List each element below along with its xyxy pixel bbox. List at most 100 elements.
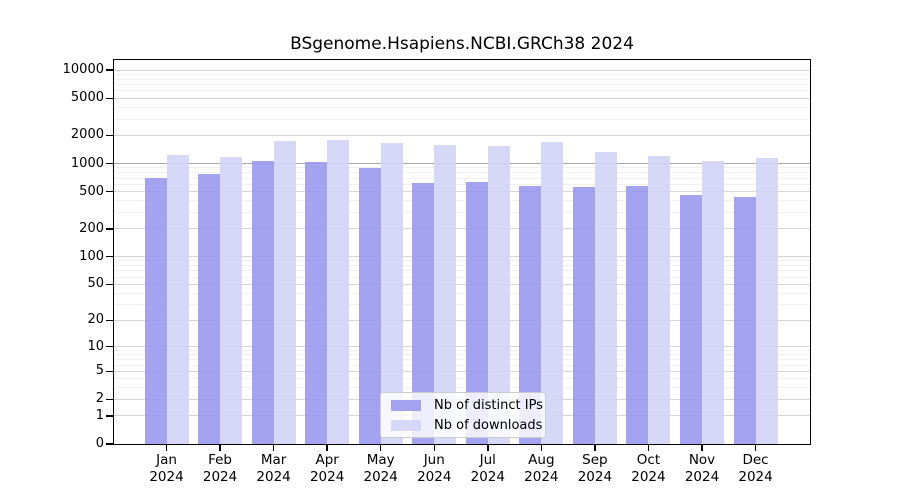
y-tick-label: 2000 [70, 127, 104, 143]
bar-distinct-ips [144, 178, 167, 444]
bar-distinct-ips [412, 182, 435, 444]
y-tick-mark [106, 345, 113, 348]
x-tick-mark [647, 445, 650, 451]
x-label-month: Feb [208, 452, 232, 468]
gridline [114, 228, 811, 230]
y-tick-mark [106, 162, 113, 165]
y-tick-mark [106, 415, 113, 417]
bar-downloads [434, 145, 457, 444]
gridline [114, 118, 811, 120]
y-tick-label: 100 [79, 248, 104, 264]
x-tick-label: May 2024 [349, 452, 413, 486]
gridline [114, 283, 811, 285]
gridline [114, 260, 811, 262]
bar-downloads [702, 160, 724, 444]
y-tick-label: 20 [87, 312, 104, 328]
x-label-year: 2024 [256, 469, 291, 485]
bar-distinct-ips [465, 181, 488, 444]
legend: Nb of distinct IPs Nb of downloads [380, 392, 546, 438]
gridline [114, 211, 811, 213]
y-tick-label: 10000 [62, 62, 104, 78]
gridline [114, 256, 811, 258]
y-tick-label: 1 [95, 407, 104, 423]
x-tick-mark [165, 445, 168, 451]
gridline [114, 387, 811, 389]
x-label-month: Dec [742, 452, 769, 468]
bar-downloads [380, 143, 403, 444]
x-label-year: 2024 [363, 469, 398, 485]
x-label-month: Jan [156, 452, 177, 468]
gridline [114, 354, 811, 356]
gridline [114, 78, 811, 80]
x-label-year: 2024 [631, 469, 666, 485]
gridline [114, 73, 811, 75]
bar-distinct-ips [519, 186, 542, 444]
gridline [114, 270, 811, 272]
bar-downloads [541, 142, 564, 444]
bar-distinct-ips [572, 186, 595, 444]
y-tick-mark [106, 255, 113, 258]
x-label-year: 2024 [202, 469, 238, 485]
bar-downloads [648, 155, 671, 444]
gridline [114, 276, 811, 278]
y-tick-mark [106, 228, 113, 230]
x-label-year: 2024 [470, 469, 505, 485]
x-tick-label: Feb 2024 [188, 452, 252, 486]
y-tick-label: 5000 [70, 90, 104, 106]
gridline [114, 106, 811, 108]
x-label-month: Oct [636, 452, 661, 468]
bar-distinct-ips [680, 195, 702, 444]
bar-distinct-ips [626, 186, 649, 444]
gridline [114, 265, 811, 267]
x-label-year: 2024 [524, 469, 559, 485]
y-tick-label: 2 [95, 391, 104, 407]
y-tick-mark [106, 134, 113, 137]
x-tick-label: Mar 2024 [242, 452, 306, 486]
gridline [114, 69, 811, 71]
x-tick-mark [487, 445, 489, 451]
x-tick-label: Sep 2024 [563, 452, 627, 486]
y-tick-label: 500 [79, 183, 104, 199]
bar-downloads [487, 146, 510, 444]
x-label-month: Apr [315, 452, 339, 468]
y-tick-label: 5 [95, 363, 104, 379]
x-tick-mark [594, 445, 596, 451]
y-tick-mark [106, 190, 113, 193]
gridline [114, 183, 811, 185]
gridline [114, 370, 811, 372]
bar-downloads [755, 158, 778, 444]
bar-downloads [327, 140, 350, 444]
gridline [114, 304, 811, 306]
x-tick-label: Dec 2024 [724, 452, 788, 486]
x-label-year: 2024 [577, 469, 613, 485]
x-label-year: 2024 [417, 469, 452, 485]
gridline [114, 350, 811, 352]
y-tick-mark [106, 370, 113, 373]
y-tick-label: 1000 [70, 155, 104, 171]
bar-distinct-ips [305, 161, 328, 444]
x-label-year: 2024 [149, 469, 184, 485]
legend-label-downloads: Nb of downloads [434, 417, 543, 433]
x-tick-label: Aug 2024 [509, 452, 573, 486]
x-tick-mark [754, 445, 757, 451]
bar-distinct-ips [251, 161, 274, 444]
x-tick-mark [433, 445, 435, 451]
gridline [114, 359, 811, 361]
y-tick-mark [106, 319, 113, 322]
gridline [114, 177, 811, 179]
x-tick-label: Apr 2024 [295, 452, 359, 486]
legend-item-downloads: Nb of downloads [381, 417, 545, 434]
x-tick-label: Jan 2024 [135, 452, 199, 486]
y-tick-mark [106, 69, 113, 71]
x-tick-label: Oct 2024 [616, 452, 680, 486]
y-tick-label: 0 [95, 436, 104, 451]
y-tick-label: 200 [79, 220, 104, 236]
legend-label-distinct-ips: Nb of distinct IPs [434, 397, 543, 413]
x-label-month: Jul [479, 452, 496, 468]
gridline [114, 167, 811, 169]
gridline [114, 134, 811, 136]
gridline [114, 191, 811, 193]
x-tick-mark [540, 445, 543, 451]
bar-distinct-ips [198, 174, 221, 444]
